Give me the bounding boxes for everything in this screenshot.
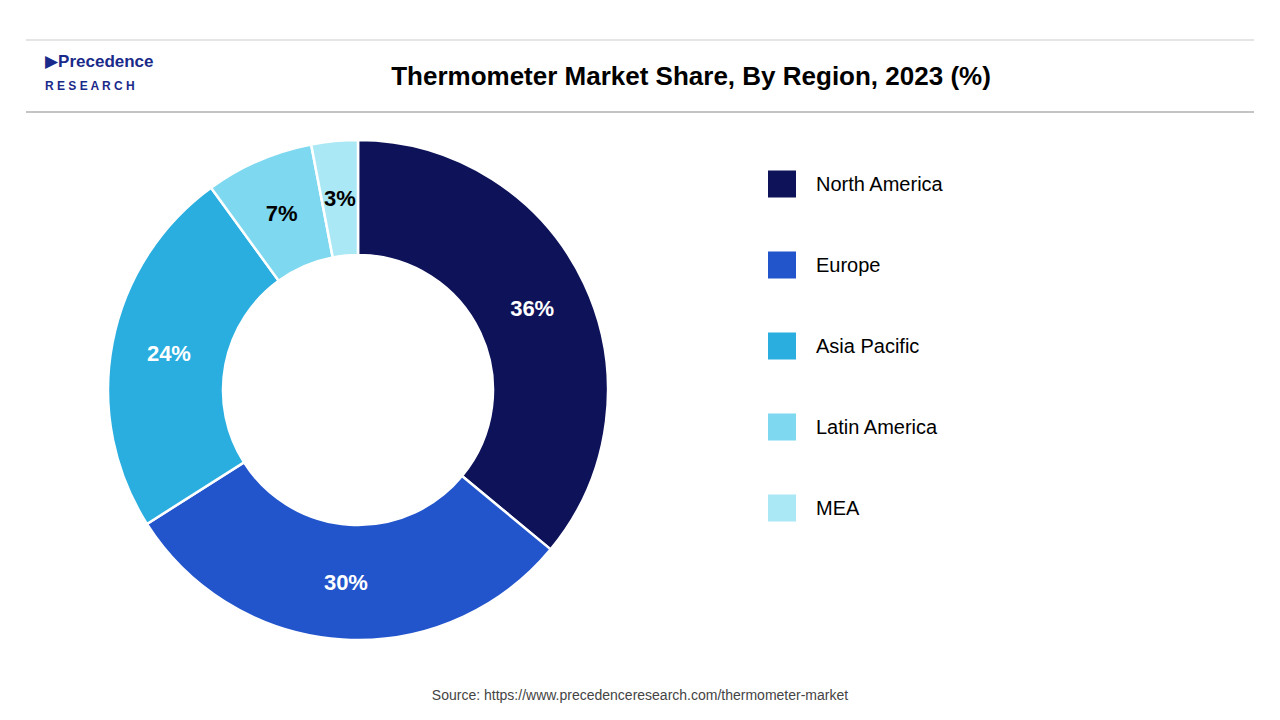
logo-text: ▶Precedence [45,52,154,71]
legend-item: Asia Pacific [768,333,919,360]
legend-item: North America [768,171,944,198]
legend-label: North America [816,173,944,195]
slice [147,462,551,640]
legend: North America Europe Asia Pacific Latin Ame… [768,171,944,522]
donut [108,140,608,640]
legend-label: Latin America [816,416,938,438]
legend-swatch [768,414,796,441]
legend-item: Latin America [768,414,938,441]
legend-swatch [768,252,796,279]
legend-swatch [768,171,796,198]
top-rule [26,39,1254,40]
legend-label: Asia Pacific [816,335,919,357]
data-label: 3% [324,186,356,211]
legend-item: Europe [768,252,881,279]
data-label: 7% [266,201,298,226]
data-label: 30% [324,570,368,595]
slice [311,140,358,257]
slice [358,140,608,549]
legend-label: MEA [816,497,860,519]
data-labels: 36% 30% 24% 7% 3% [147,186,554,595]
chart-root: Thermometer Market Share, By Region, 202… [0,0,1280,720]
legend-label: Europe [816,254,881,276]
data-label: 36% [510,296,554,321]
source-note: Source: https://www.precedenceresearch.c… [432,687,848,703]
legend-swatch [768,495,796,522]
data-label: 24% [147,341,191,366]
logo-subtext: R E S E A R C H [45,79,135,93]
title-rule [26,111,1254,113]
legend-swatch [768,333,796,360]
title: Thermometer Market Share, By Region, 202… [391,61,991,91]
legend-item: MEA [768,495,860,522]
